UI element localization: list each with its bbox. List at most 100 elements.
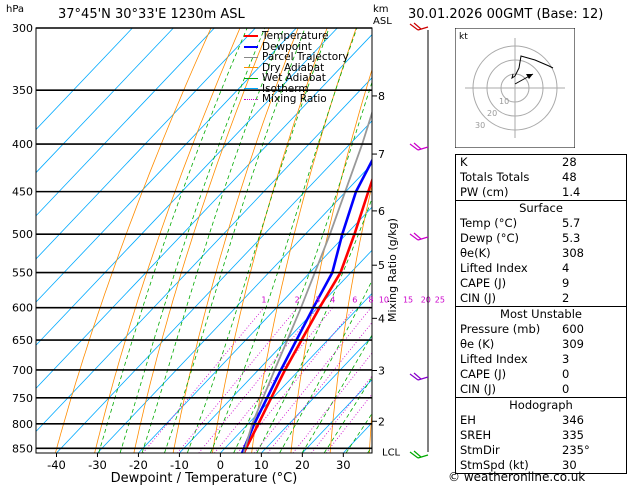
x-tick-label: -40 <box>47 458 66 472</box>
wind-barb <box>409 372 429 381</box>
legend-item-dry-adiabat: Dry Adiabat <box>244 62 349 74</box>
pw-row: PW (cm) 1.4 <box>460 185 581 199</box>
isotherm-line <box>36 28 338 346</box>
legend-item-parcel: Parcel Trajectory <box>244 52 349 63</box>
mixing-ratio-line <box>311 375 372 453</box>
wind-barb <box>409 232 429 241</box>
pressure-tick-label: 750 <box>12 392 33 405</box>
legend-item-mixing-ratio: Mixing Ratio <box>244 94 349 105</box>
index-table: K 28 Totals Totals 48 PW (cm) 1.4 Surface T… <box>455 154 628 474</box>
mixing-ratio-line <box>267 321 372 453</box>
hodograph-title: Hodograph <box>509 398 573 412</box>
mixing-ratio-label: 4 <box>330 296 335 305</box>
isotherm-line <box>36 28 297 303</box>
mu-row: θe (K) 309 <box>460 337 584 351</box>
mixing-ratio-label: 10 <box>379 296 389 305</box>
copyright-footer: © weatheronline.co.uk <box>448 470 586 484</box>
mixing-ratio-label: 1 <box>261 296 266 305</box>
isotherm-line <box>36 77 372 433</box>
surface-row: CIN (J) 2 <box>460 291 570 305</box>
series-temperature <box>242 176 372 453</box>
mixing-ratio-label: 15 <box>403 296 413 305</box>
mu-row: CIN (J) 0 <box>460 382 570 396</box>
mixing-ratio-label: 2 <box>295 296 300 305</box>
isotherm-line <box>36 28 256 260</box>
lcl-label: LCL <box>382 448 401 459</box>
legend-item-isotherm: Isotherm <box>244 83 349 95</box>
legend-item-temperature: Temperature <box>244 31 349 42</box>
mixing-ratio-axis-label: Mixing Ratio (g/kg) <box>386 218 399 322</box>
hodo-row: StmSpd (kt) 30 <box>460 458 577 472</box>
km-tick-label: 3 <box>378 365 385 378</box>
legend: Temperature Dewpoint Parcel Trajectory D… <box>244 31 349 105</box>
mixing-ratio-line <box>177 307 298 453</box>
mixing-ratio-line <box>214 307 334 453</box>
x-tick-label: -10 <box>170 458 189 472</box>
x-tick-label: -20 <box>129 458 148 472</box>
timestamp-title: 30.01.2026 00GMT (Base: 12) <box>408 7 604 22</box>
mu-row: Lifted Index 3 <box>460 352 570 366</box>
pressure-unit-label: hPa <box>6 4 25 15</box>
totals-row: Totals Totals 48 <box>460 170 577 184</box>
surface-row: Lifted Index 4 <box>460 261 570 275</box>
isotherm-line <box>302 379 372 453</box>
pressure-tick-label: 600 <box>12 302 33 315</box>
mixing-ratio-label: 6 <box>352 296 357 305</box>
wet-adiabat-line <box>119 28 266 453</box>
hodograph-arrow-head <box>526 74 533 79</box>
location-title: 37°45'N 30°33'E 1230m ASL <box>58 7 245 22</box>
pressure-tick-label: 350 <box>12 84 33 97</box>
pressure-tick-label: 650 <box>12 334 33 347</box>
km-unit-label: km <box>373 4 389 15</box>
mixing-ratio-line <box>253 307 372 453</box>
hodograph-ring-20: 20 <box>487 109 497 118</box>
surface-section: Surface Temp (°C) 5.7 Dewp (°C) 5.3 θe(K) 3… <box>455 200 627 307</box>
hodo-row: SREH 335 <box>460 428 584 442</box>
wind-barb <box>409 450 429 459</box>
surface-row: Dewp (°C) 5.3 <box>460 231 581 245</box>
pressure-tick-label: 550 <box>12 267 33 280</box>
legend-item-wet-adiabat: Wet Adiabat <box>244 73 349 84</box>
hodograph: kt 10 20 30 <box>455 28 575 148</box>
pressure-tick-label: 300 <box>12 22 33 35</box>
isotherm-line <box>220 292 372 453</box>
surface-row: Temp (°C) 5.7 <box>460 216 581 230</box>
dry-adiabat-line <box>212 28 328 453</box>
x-tick-label: 0 <box>217 458 224 472</box>
mixing-ratio-label: 8 <box>368 296 373 305</box>
wet-adiabat-line <box>256 197 372 453</box>
mixing-ratio-line <box>292 352 372 453</box>
dry-adiabat-line <box>172 28 299 453</box>
pressure-tick-label: 850 <box>12 442 33 455</box>
x-axis-label: Dewpoint / Temperature (°C) <box>111 471 298 486</box>
surface-row: θe(K) 308 <box>460 246 584 260</box>
pressure-tick-label: 500 <box>12 228 33 241</box>
most-unstable-title: Most Unstable <box>500 307 582 321</box>
mixing-ratio-line <box>325 393 372 453</box>
isotherm-line <box>36 34 372 389</box>
x-tick-label: 10 <box>254 458 269 472</box>
k-index-row: K 28 <box>460 155 577 169</box>
hodograph-trace <box>514 55 554 77</box>
isotherm-line <box>261 335 372 453</box>
mixing-ratio-label: 3 <box>315 296 320 305</box>
isotherm-line <box>36 28 133 131</box>
mu-row: Pressure (mb) 600 <box>460 322 584 336</box>
basic-indices: K 28 Totals Totals 48 PW (cm) 1.4 <box>455 154 627 201</box>
pressure-tick-label: 400 <box>12 138 33 151</box>
hodograph-ring-10: 10 <box>499 97 509 106</box>
pressure-tick-label: 800 <box>12 418 33 431</box>
dry-adiabat-line <box>329 183 372 453</box>
isotherm-line <box>36 28 174 174</box>
wet-adiabat-line <box>186 28 330 453</box>
hodo-row: StmDir 235° <box>460 443 590 457</box>
isotherm-line <box>36 28 215 217</box>
km-tick-label: 4 <box>378 312 385 325</box>
x-tick-label: 30 <box>336 458 351 472</box>
km-tick-label: 7 <box>378 148 385 161</box>
wet-adiabat-line <box>210 28 358 453</box>
dry-adiabat-line <box>94 28 241 453</box>
wet-adiabat-line <box>98 28 248 453</box>
dry-adiabat-line <box>290 68 372 453</box>
